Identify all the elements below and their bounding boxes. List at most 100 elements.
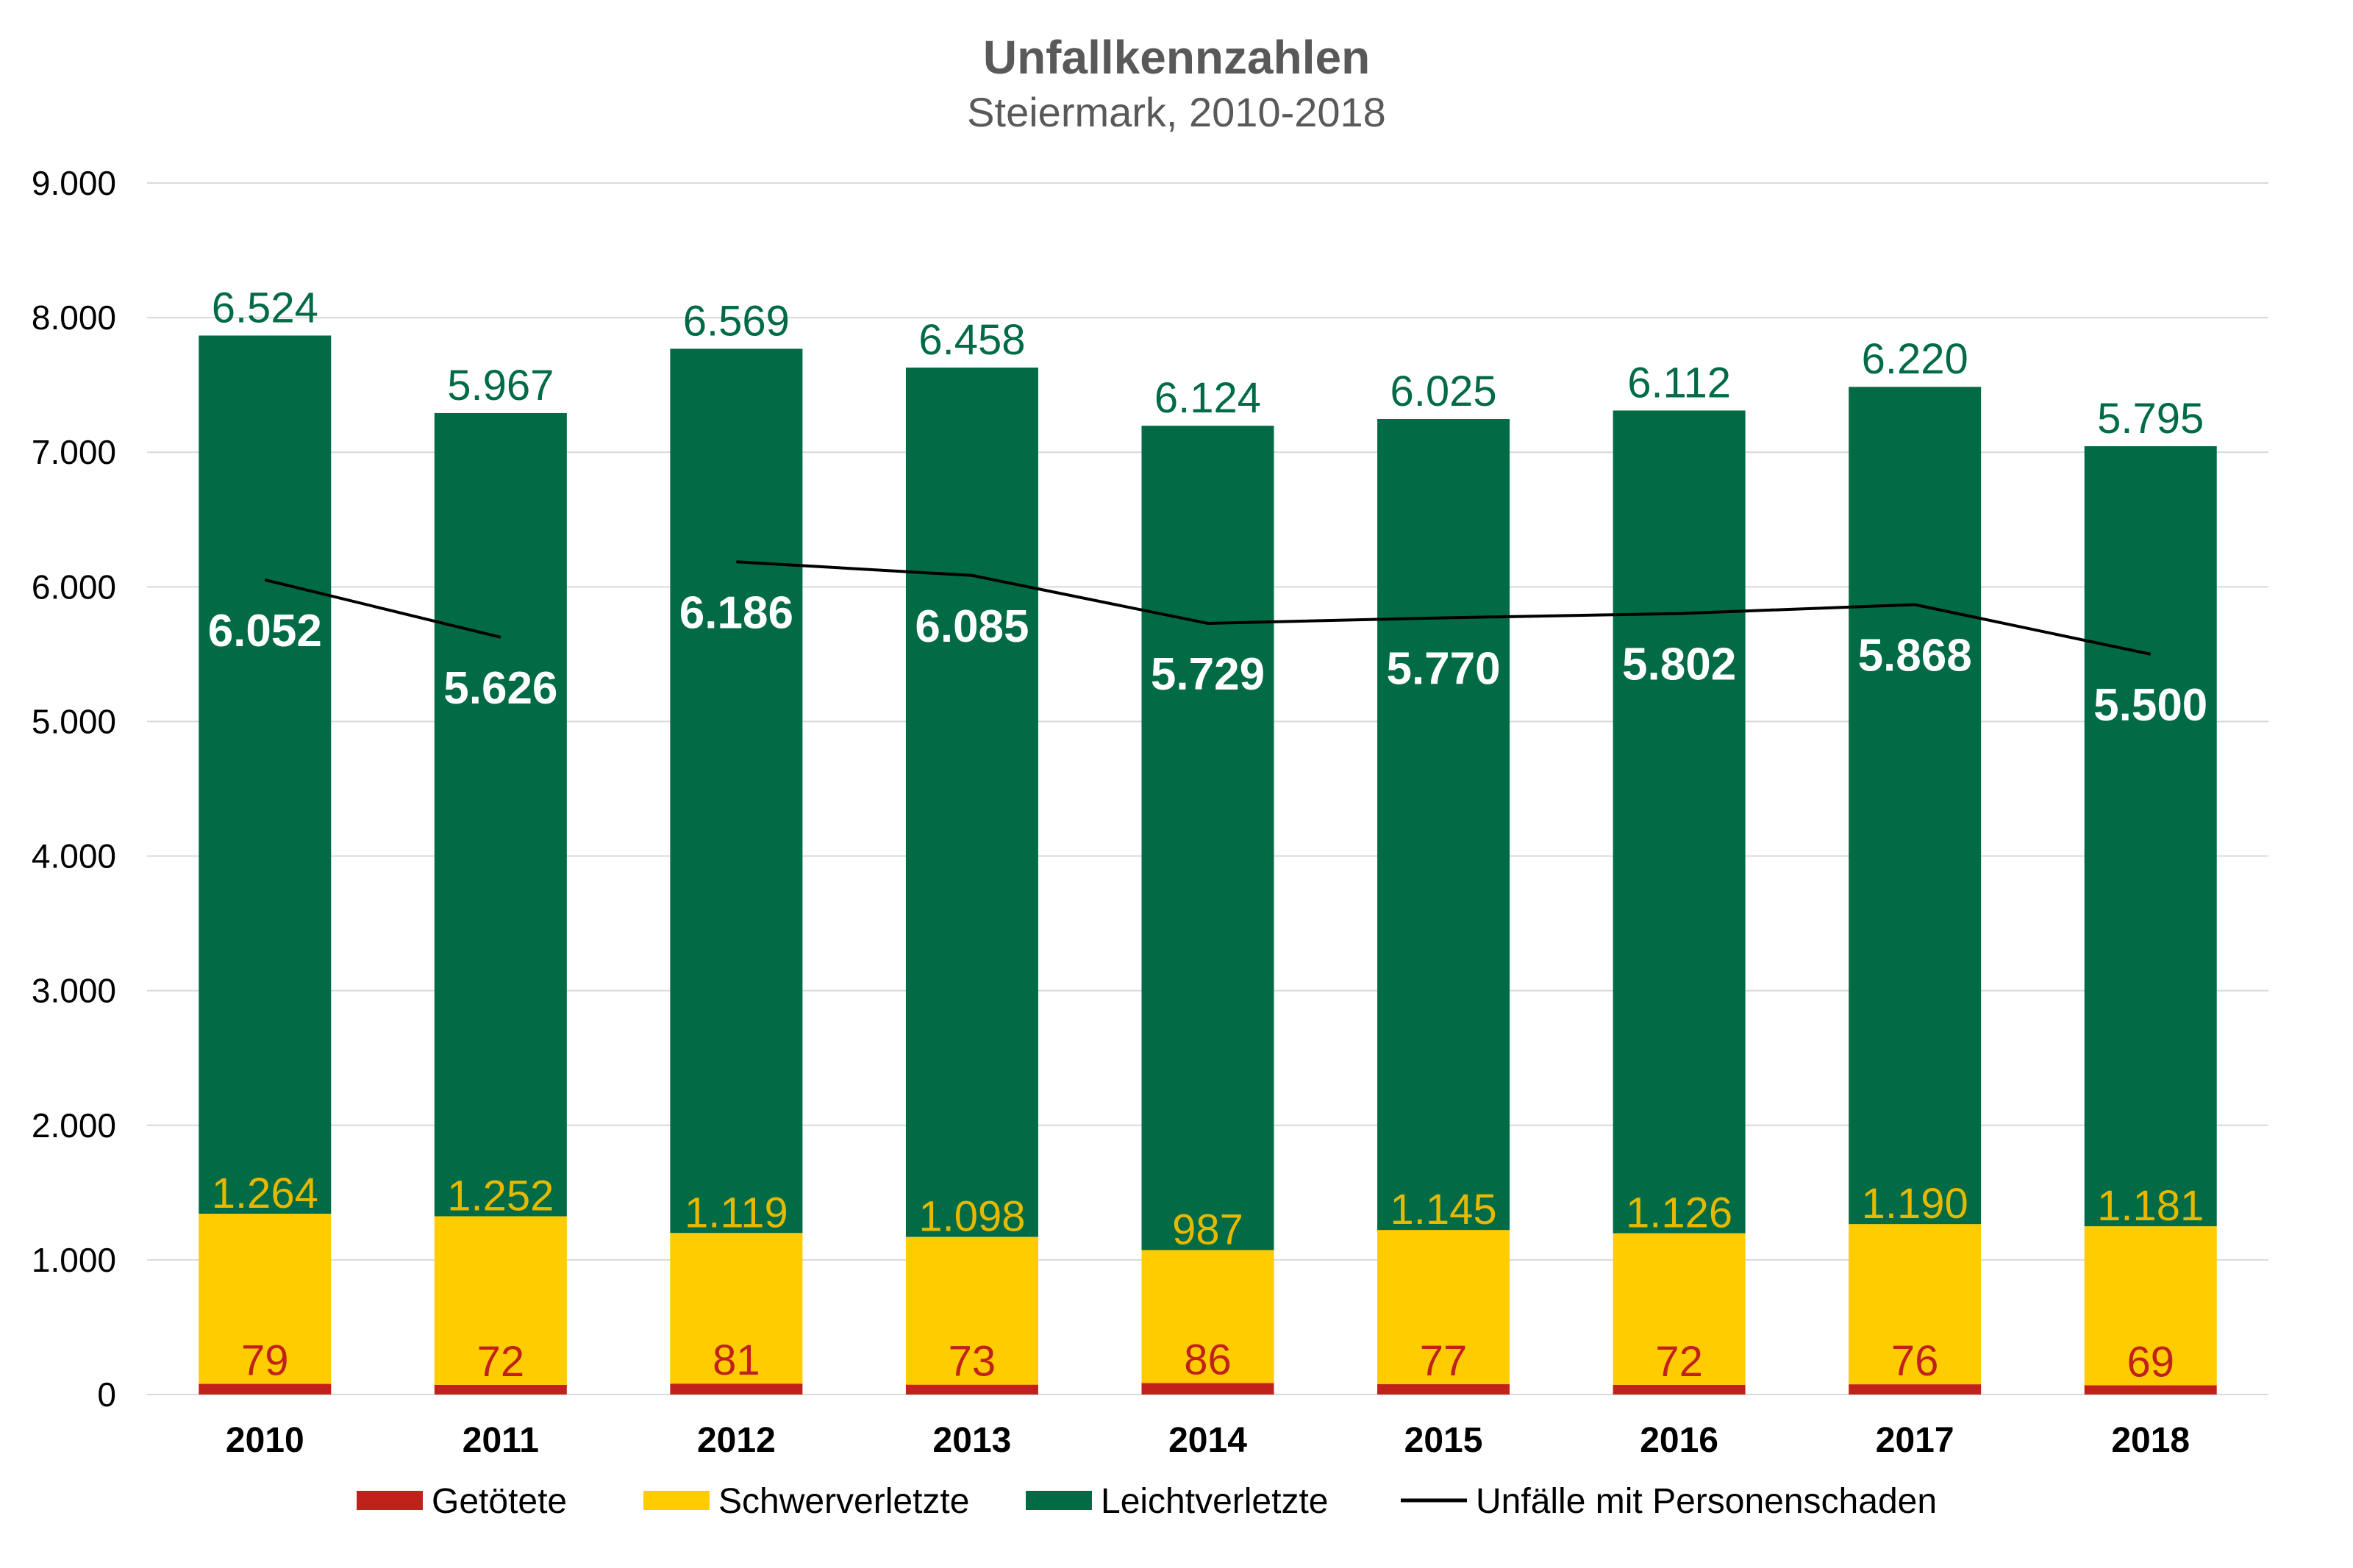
data-label-getötete: 81 — [713, 1336, 760, 1384]
x-tick-label: 2014 — [1168, 1421, 1247, 1460]
data-label-getötete: 73 — [949, 1338, 996, 1386]
x-tick-label: 2010 — [226, 1421, 304, 1460]
data-label-leichtverletzte: 6.025 — [1390, 368, 1496, 415]
x-tick-label: 2013 — [933, 1421, 1012, 1460]
bar-getötete-2018 — [2084, 1385, 2217, 1395]
legend-label: Schwerverletzte — [718, 1482, 969, 1521]
data-label-leichtverletzte: 6.124 — [1154, 374, 1261, 422]
bar-getötete-2014 — [1141, 1383, 1274, 1395]
data-label-schwerverletzte: 1.264 — [212, 1170, 318, 1217]
data-label-schwerverletzte: 1.119 — [685, 1189, 788, 1236]
x-tick-label: 2017 — [1876, 1421, 1954, 1460]
bar-leichtverletzte-2013 — [905, 368, 1038, 1237]
y-tick-label: 0 — [97, 1375, 116, 1414]
bar-leichtverletzte-2018 — [2084, 445, 2217, 1227]
line-data-label: 5.500 — [2093, 680, 2207, 731]
data-label-leichtverletzte: 6.524 — [212, 284, 318, 332]
y-tick-label: 2.000 — [32, 1106, 116, 1145]
x-tick-label: 2015 — [1404, 1421, 1483, 1460]
y-axis-ticks: 0 1.000 2.000 3.000 4.000 5.000 6.000 7.000 8.00… — [32, 164, 116, 1414]
data-label-getötete: 79 — [241, 1337, 289, 1385]
y-tick-label: 7.000 — [32, 433, 116, 471]
data-label-getötete: 72 — [477, 1338, 525, 1386]
data-label-schwerverletzte: 1.126 — [1626, 1189, 1732, 1237]
bar-leichtverletzte-2012 — [670, 348, 803, 1234]
line-data-label: 5.802 — [1622, 640, 1736, 690]
data-label-leichtverletzte: 6.220 — [1862, 335, 1968, 383]
line-series — [264, 560, 2152, 656]
x-tick-label: 2011 — [463, 1421, 539, 1460]
x-tick-label: 2016 — [1640, 1421, 1718, 1460]
bar-schwerverletzte-2017 — [1849, 1224, 1982, 1385]
line-data-label: 5.729 — [1151, 649, 1265, 700]
data-label-getötete: 69 — [2127, 1338, 2174, 1386]
legend-swatch — [1026, 1491, 1092, 1510]
data-label-leichtverletzte: 6.112 — [1627, 359, 1731, 407]
bar-getötete-2012 — [670, 1383, 803, 1395]
data-label-schwerverletzte: 1.181 — [2097, 1182, 2204, 1230]
data-label-getötete: 77 — [1420, 1337, 1468, 1385]
line-segment — [736, 560, 2152, 656]
data-label-schwerverletzte: 1.098 — [918, 1193, 1025, 1241]
chart-title: Unfallkennzahlen — [983, 31, 1370, 84]
data-label-leichtverletzte: 6.458 — [918, 316, 1025, 364]
data-label-schwerverletzte: 1.252 — [447, 1173, 554, 1220]
x-tick-label: 2012 — [697, 1421, 776, 1460]
bar-schwerverletzte-2016 — [1613, 1233, 1746, 1385]
data-labels: 79 72 81 73 86 77 72 76 69 1.264 1.252 1.119 1.098 98… — [208, 284, 2208, 1386]
bar-leichtverletzte-2014 — [1141, 426, 1274, 1250]
data-label-getötete: 86 — [1184, 1336, 1232, 1383]
bar-leichtverletzte-2017 — [1849, 387, 1982, 1225]
bar-getötete-2017 — [1849, 1384, 1982, 1395]
legend-swatch — [643, 1491, 710, 1510]
bar-schwerverletzte-2018 — [2084, 1226, 2217, 1386]
bar-schwerverletzte-2014 — [1141, 1250, 1274, 1383]
bar-getötete-2010 — [199, 1383, 332, 1395]
y-tick-label: 9.000 — [32, 164, 116, 202]
bar-getötete-2016 — [1613, 1384, 1746, 1395]
bar-schwerverletzte-2010 — [199, 1214, 332, 1384]
y-tick-label: 4.000 — [32, 837, 116, 876]
legend-label: Leichtverletzte — [1101, 1482, 1329, 1521]
bar-schwerverletzte-2011 — [434, 1216, 567, 1385]
x-tick-label: 2018 — [2111, 1421, 2190, 1460]
data-label-leichtverletzte: 6.569 — [683, 297, 790, 345]
y-tick-label: 8.000 — [32, 298, 116, 337]
data-label-schwerverletzte: 1.145 — [1390, 1186, 1496, 1234]
data-label-leichtverletzte: 5.967 — [447, 362, 554, 409]
bars — [199, 335, 2217, 1395]
legend-swatch — [357, 1491, 423, 1510]
bar-leichtverletzte-2011 — [434, 412, 567, 1217]
line-data-label: 5.626 — [443, 663, 557, 714]
data-label-getötete: 72 — [1655, 1338, 1703, 1386]
legend-label: Unfälle mit Personenschaden — [1476, 1482, 1937, 1521]
bar-schwerverletzte-2015 — [1377, 1230, 1510, 1384]
chart-subtitle: Steiermark, 2010-2018 — [967, 89, 1386, 135]
line-data-label: 6.052 — [208, 606, 322, 656]
bar-schwerverletzte-2013 — [905, 1236, 1038, 1385]
x-axis-ticks: 2010 2011 2012 2013 2014 2015 2016 2017 2018 — [226, 1421, 2190, 1460]
line-data-label: 6.186 — [679, 587, 793, 638]
bar-getötete-2011 — [434, 1384, 567, 1395]
line-data-label: 5.770 — [1386, 643, 1500, 694]
line-segment — [264, 578, 501, 639]
data-label-schwerverletzte: 987 — [1172, 1206, 1243, 1254]
bar-getötete-2013 — [905, 1384, 1038, 1395]
data-label-schwerverletzte: 1.190 — [1862, 1180, 1968, 1228]
legend-label: Getötete — [432, 1482, 567, 1521]
legend: Getötete Schwerverletzte Leichtverletzte Un… — [357, 1482, 1937, 1521]
line-data-label: 5.868 — [1858, 631, 1972, 681]
y-tick-label: 3.000 — [32, 972, 116, 1010]
y-tick-label: 5.000 — [32, 702, 116, 740]
data-label-leichtverletzte: 5.795 — [2097, 395, 2204, 443]
bar-leichtverletzte-2015 — [1377, 418, 1510, 1231]
line-data-label: 6.085 — [915, 601, 1029, 652]
bar-schwerverletzte-2012 — [670, 1233, 803, 1384]
data-label-getötete: 76 — [1891, 1337, 1939, 1385]
bar-getötete-2015 — [1377, 1383, 1510, 1395]
bar-leichtverletzte-2010 — [199, 335, 332, 1214]
y-tick-label: 6.000 — [32, 568, 116, 606]
y-tick-label: 1.000 — [32, 1241, 116, 1279]
